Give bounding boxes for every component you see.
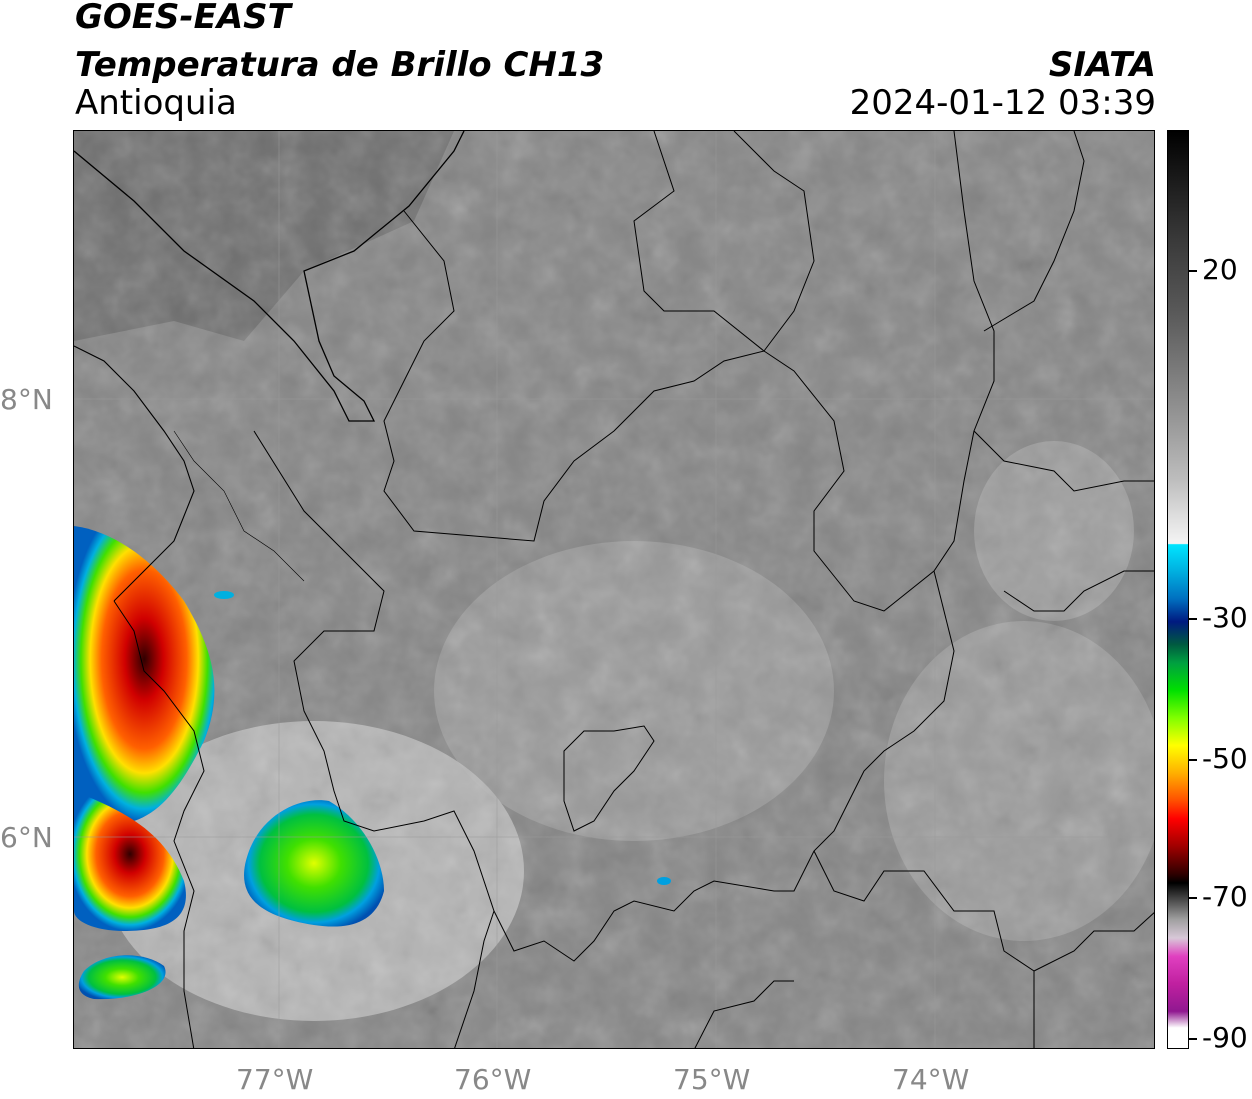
datetime-label: 2024-01-12 03:39 [849, 83, 1156, 123]
storm-cell-west [74, 791, 186, 931]
coastline [113, 600, 205, 1048]
lon-label-76w: 76°W [454, 1063, 532, 1096]
small-cloud-cell [214, 591, 234, 599]
organization-label: SIATA [1048, 45, 1156, 85]
colorbar-label: 20 [1202, 253, 1238, 286]
lon-label-75w: 75°W [673, 1063, 751, 1096]
colorbar-tick [1189, 759, 1197, 761]
coastline [74, 345, 195, 602]
lon-label-77w: 77°W [236, 1063, 314, 1096]
colorbar-label: -30 [1202, 601, 1248, 634]
lon-label-74w: 74°W [892, 1063, 970, 1096]
coastline [74, 131, 465, 422]
region-subtitle: Antioquia [75, 83, 237, 123]
department-boundaries [253, 131, 1154, 1048]
product-title: Temperatura de Brillo CH13 [75, 45, 605, 85]
colorbar-label: -90 [1202, 1021, 1248, 1054]
colorbar-label: -70 [1202, 880, 1248, 913]
temperature-colorbar [1167, 130, 1189, 1049]
graticule [74, 131, 1154, 1048]
river [173, 430, 305, 582]
storm-cell-northwest [74, 526, 215, 822]
satellite-title: GOES-EAST [75, 0, 291, 37]
colorbar-tick [1189, 270, 1197, 272]
satellite-map [73, 130, 1155, 1049]
storm-cell-southwest [78, 955, 166, 1000]
colorbar-label: -50 [1202, 742, 1248, 775]
map-canvas [74, 131, 1154, 1048]
colorbar-tick [1189, 897, 1197, 899]
colorbar-tick [1189, 1038, 1197, 1040]
colorbar-tick [1189, 618, 1197, 620]
lat-label-6n: 6°N [0, 821, 53, 854]
lat-label-8n: 8°N [0, 383, 53, 416]
small-cloud-cell [657, 877, 671, 885]
